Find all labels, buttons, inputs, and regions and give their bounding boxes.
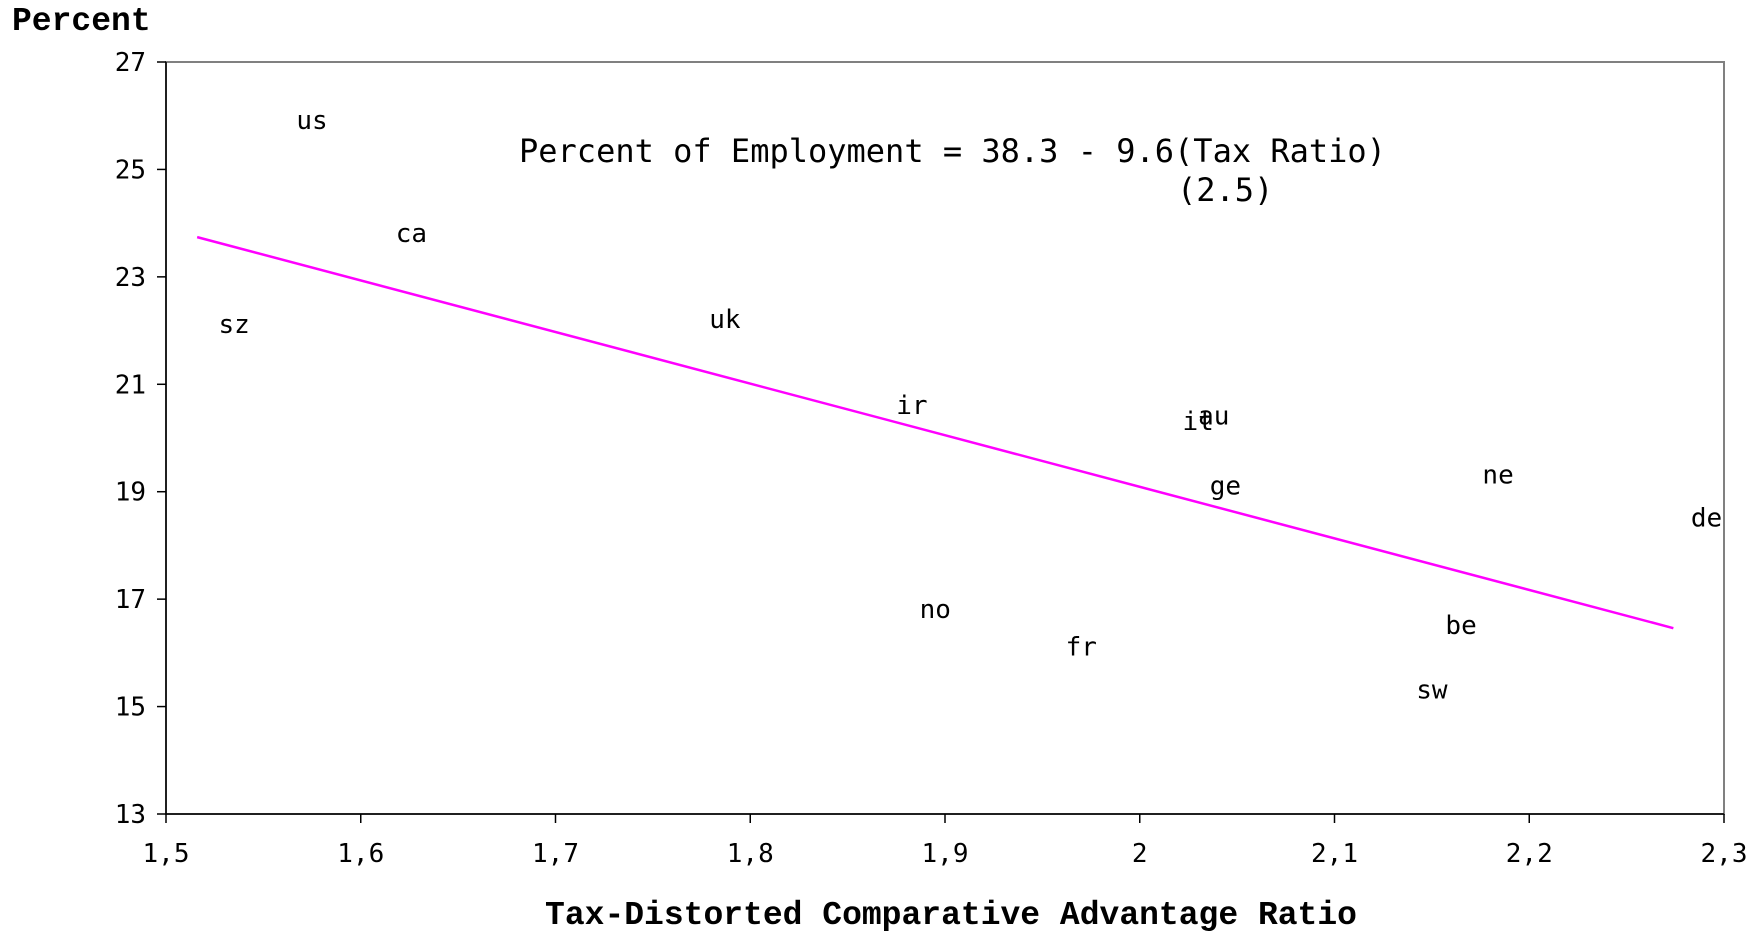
- x-tick-label: 1,8: [727, 839, 774, 869]
- data-point-ne: ne: [1482, 461, 1513, 491]
- y-tick-label: 17: [115, 585, 146, 615]
- data-point-ge: ge: [1210, 471, 1241, 501]
- y-tick-label: 15: [115, 693, 146, 723]
- y-tick-label: 13: [115, 800, 146, 830]
- y-tick-label: 23: [115, 263, 146, 293]
- x-tick-label: 1,7: [532, 839, 579, 869]
- y-tick-label: 21: [115, 370, 146, 400]
- y-tick-label: 19: [115, 478, 146, 508]
- x-tick-label: 2,3: [1701, 839, 1748, 869]
- data-point-us: us: [296, 106, 327, 136]
- trend-line: [196, 235, 1674, 630]
- x-tick-label: 2,2: [1506, 839, 1553, 869]
- data-point-it: it: [1183, 407, 1214, 437]
- data-point-ir: ir: [896, 391, 927, 421]
- y-axis-title: Percent: [12, 3, 151, 40]
- plot-frame: [165, 61, 1725, 815]
- data-point-fr: fr: [1066, 632, 1097, 662]
- data-point-ca: ca: [396, 219, 427, 249]
- data-point-de: de: [1691, 504, 1722, 534]
- y-tick-label: 27: [115, 48, 146, 78]
- data-point-au: au: [1198, 402, 1229, 432]
- equation-annotation: Percent of Employment = 38.3 - 9.6(Tax R…: [519, 132, 1386, 170]
- x-tick-label: 2,1: [1311, 839, 1358, 869]
- y-tick-label: 25: [115, 155, 146, 185]
- x-tick-label: 1,9: [922, 839, 969, 869]
- data-point-no: no: [920, 595, 951, 625]
- data-point-be: be: [1445, 611, 1476, 641]
- data-point-sw: sw: [1416, 675, 1448, 705]
- x-tick-label: 1,5: [143, 839, 190, 869]
- x-tick-label: 2: [1132, 839, 1148, 869]
- data-point-sz: sz: [219, 310, 250, 340]
- plot-area: 13 15 17 19 21 23 25 27 1,5 1,6 1,7 1,8 1,9 2 2,1 2,2 2,…: [115, 48, 1748, 869]
- x-tick-label: 1,6: [337, 839, 384, 869]
- x-axis-title: Tax-Distorted Comparative Advantage Rati…: [545, 897, 1357, 934]
- standard-error-annotation: (2.5): [1177, 171, 1273, 209]
- data-point-uk: uk: [709, 305, 741, 335]
